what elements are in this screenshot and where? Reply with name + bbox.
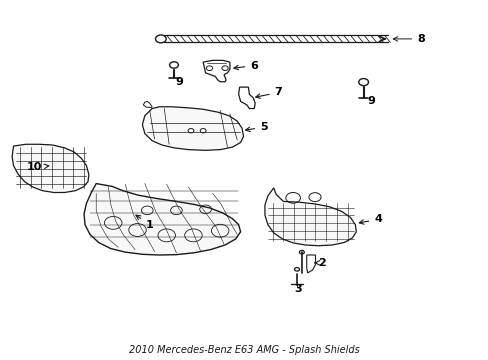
Text: 10: 10	[27, 162, 49, 172]
Text: 9: 9	[175, 77, 183, 87]
Text: 2010 Mercedes-Benz E63 AMG - Splash Shields: 2010 Mercedes-Benz E63 AMG - Splash Shie…	[129, 345, 359, 355]
Polygon shape	[12, 144, 89, 193]
Text: 3: 3	[294, 284, 301, 294]
Text: 8: 8	[392, 34, 424, 44]
Text: 2: 2	[314, 258, 325, 268]
Polygon shape	[84, 184, 240, 255]
Text: 1: 1	[136, 215, 153, 230]
Text: 6: 6	[233, 61, 258, 71]
Polygon shape	[142, 107, 243, 150]
Text: 9: 9	[366, 96, 374, 107]
Text: 5: 5	[245, 122, 267, 132]
Text: 4: 4	[359, 214, 381, 224]
Polygon shape	[264, 188, 356, 246]
Text: 7: 7	[255, 87, 282, 98]
